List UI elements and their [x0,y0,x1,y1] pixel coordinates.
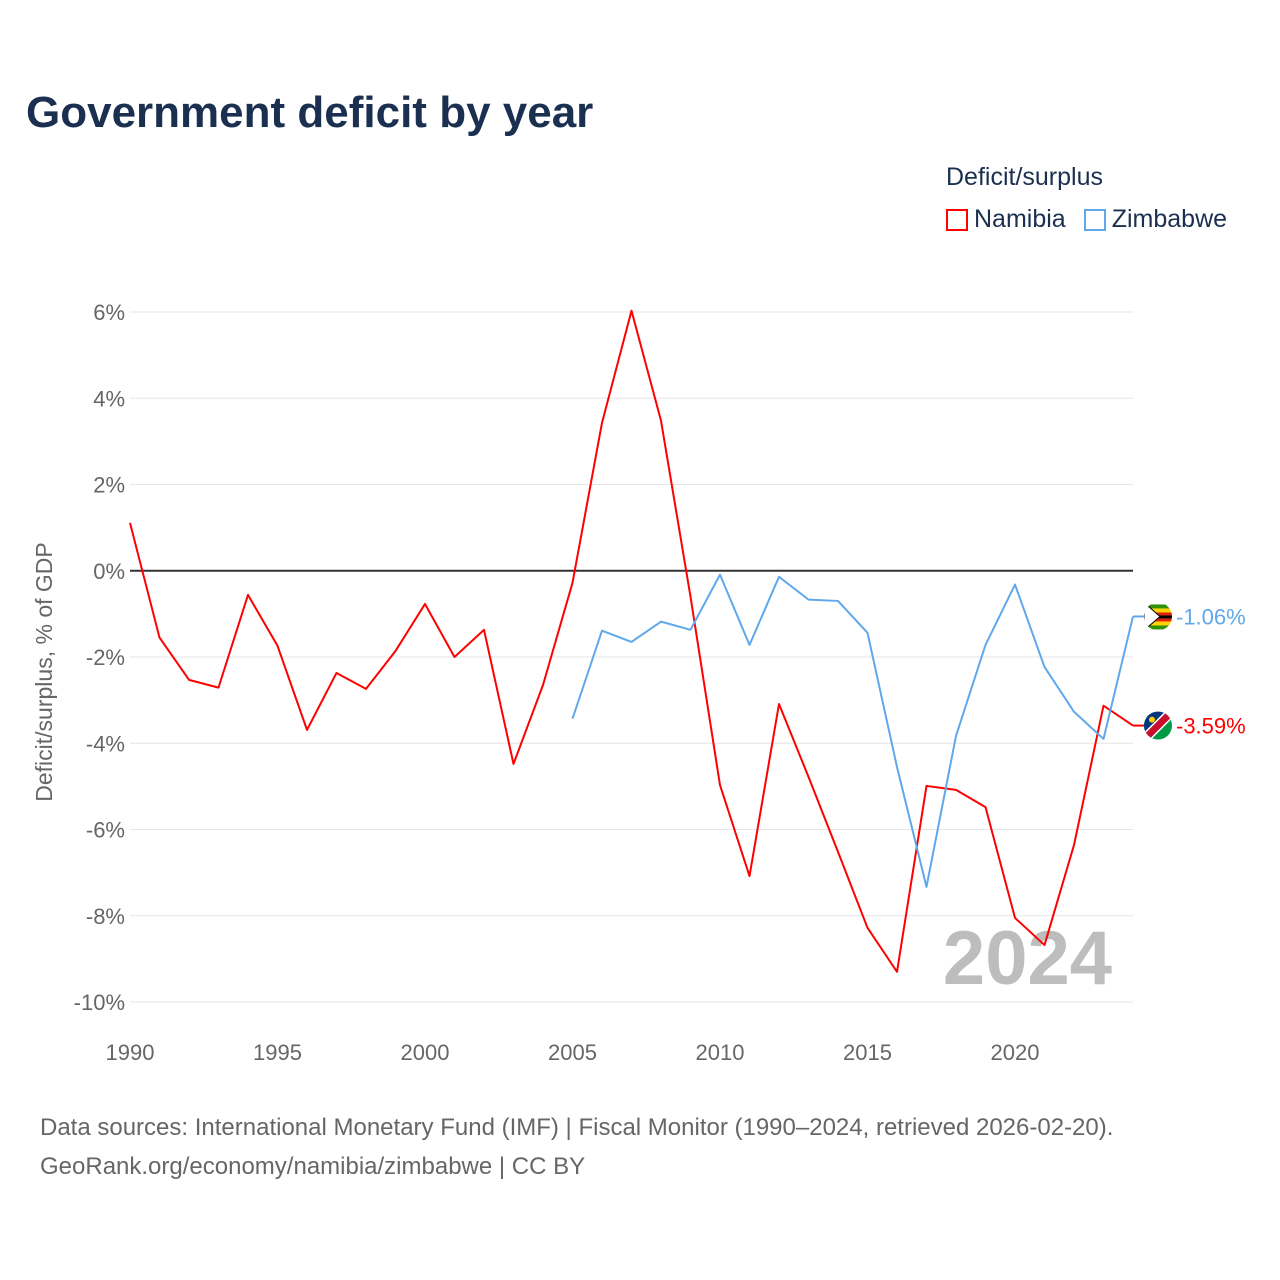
legend-item-namibia[interactable]: Namibia [946,205,1066,234]
y-tick-label: -6% [86,818,125,843]
y-tick-label: -10% [74,990,125,1015]
x-tick-label: 2020 [991,1040,1040,1065]
source-line: Data sources: International Monetary Fun… [40,1114,1114,1141]
y-tick-label: -4% [86,731,125,756]
x-tick-label: 2000 [401,1040,450,1065]
x-tick-label: 1990 [106,1040,155,1065]
legend-label: Namibia [974,205,1066,233]
y-tick-label: 4% [93,386,125,411]
zimbabwe-flag-icon [1144,602,1172,631]
namibia-flag-icon [1144,711,1172,740]
x-tick-label: 2015 [843,1040,892,1065]
end-value-label: -1.06% [1176,604,1246,629]
y-tick-label: 0% [93,559,125,584]
legend-swatch-namibia [946,208,968,231]
source-link[interactable]: GeoRank.org/economy/namibia/zimbabwe | C… [40,1153,586,1180]
source-note: Data sources: International Monetary Fun… [40,1108,1113,1186]
x-tick-label: 2010 [696,1040,745,1065]
legend-title: Deficit/surplus [946,163,1103,191]
legend-item-zimbabwe[interactable]: Zimbabwe [1083,205,1228,234]
y-tick-label: -8% [86,904,125,929]
chart-title: Government deficit by year [26,88,594,137]
x-tick-label: 1995 [253,1040,302,1065]
legend: Namibia Zimbabwe [946,205,1227,234]
end-value-label: -3.59% [1176,714,1246,739]
legend-swatch-zimbabwe [1083,208,1106,231]
y-tick-label: -2% [86,645,125,670]
y-axis-label: Deficit/surplus, % of GDP [31,542,57,801]
y-tick-label: 6% [93,300,125,325]
x-tick-label: 2005 [548,1040,597,1065]
y-tick-label: 2% [93,473,125,498]
legend-label: Zimbabwe [1111,205,1228,233]
series-line-namibia [129,309,1134,973]
series-line-zimbabwe [571,573,1134,888]
